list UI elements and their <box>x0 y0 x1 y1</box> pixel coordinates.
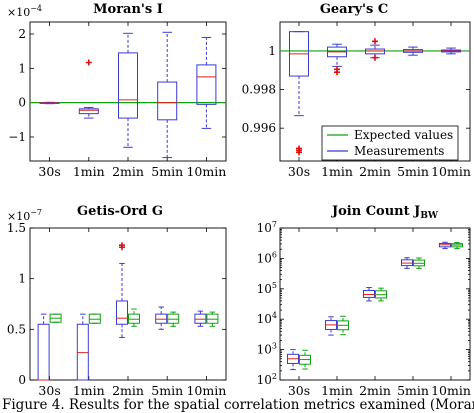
measurement-box <box>196 64 217 105</box>
join-count-title: Join Count JBW <box>331 204 439 221</box>
measurement-box <box>78 108 99 115</box>
x-tick-label: 2min <box>112 383 144 398</box>
panel-join-count: Join Count JBW 102 103 104 105 106 107 30s 1min… <box>257 204 471 398</box>
y-tick-label: 2 <box>18 27 26 41</box>
panel-getis-ord-g: Getis-Ord G ×10−7 0 0.5 1 1.5 30s 1min 2min 5mi… <box>7 204 227 398</box>
x-tick-label: 30s <box>288 164 310 179</box>
x-tick-label: 5min <box>151 383 183 398</box>
measurement-box <box>363 289 375 298</box>
join-count-plot-frame <box>279 227 471 381</box>
measurement-box <box>118 52 138 119</box>
expected-box <box>88 313 101 324</box>
x-tick-label: 10min <box>186 383 226 398</box>
x-tick-label: 2min <box>112 164 144 179</box>
y-tick-label: 102 <box>257 372 277 387</box>
x-tick-label: 1min <box>73 164 105 179</box>
expected-box <box>167 313 180 324</box>
x-tick-label: 10min <box>431 383 471 398</box>
legend-expected-label: Expected values <box>354 128 453 142</box>
y-tick-label: 1.5 <box>7 221 26 235</box>
legend-measurements-label: Measurements <box>354 144 444 158</box>
measurement-box <box>116 300 128 325</box>
outlier-marker <box>372 54 378 61</box>
measurement-box <box>155 313 168 324</box>
getis-ord-g-title: Getis-Ord G <box>77 204 163 219</box>
y-tick-label: 107 <box>257 220 277 235</box>
morans-i-title: Moran's I <box>93 2 163 17</box>
y-tick-label: 0.998 <box>242 83 276 97</box>
gearys-c-plot-area: 0.996 0.998 1 30s 1min 2min 5min 10min <box>242 22 471 179</box>
expected-box <box>206 313 219 324</box>
y-tick-label: 1 <box>18 61 26 75</box>
measurement-box <box>76 323 89 381</box>
x-tick-label: 1min <box>321 164 353 179</box>
gearys-c-title: Geary's C <box>320 2 388 17</box>
y-tick-label: 106 <box>257 250 277 265</box>
measurement-box <box>157 81 178 121</box>
outlier-marker <box>85 59 92 66</box>
x-tick-label: 1min <box>321 383 353 398</box>
panel-morans-i: Moran's I ×10−4 −1 0 1 2 30s 1min 2min 5min 10mi… <box>7 2 227 179</box>
x-tick-label: 10min <box>186 164 226 179</box>
x-tick-label: 2min <box>359 164 391 179</box>
outlier-marker <box>119 244 125 251</box>
x-tick-label: 30s <box>38 383 60 398</box>
y-tick-label: 1 <box>268 44 276 58</box>
x-tick-label: 30s <box>38 164 60 179</box>
x-tick-label: 5min <box>151 164 183 179</box>
y-tick-label: 105 <box>257 281 277 296</box>
x-tick-label: 10min <box>431 164 471 179</box>
measurement-box <box>194 313 207 324</box>
legend-frame <box>321 125 459 161</box>
join-count-plot-area: 102 103 104 105 106 107 30s 1min 2min 5min 10min <box>257 220 471 398</box>
y-tick-label: 0 <box>18 96 26 110</box>
x-tick-label: 30s <box>288 383 310 398</box>
y-tick-label: −1 <box>8 130 26 144</box>
x-tick-label: 2min <box>359 383 391 398</box>
morans-i-plot-area: −1 0 1 2 30s 1min 2min 5min 10min <box>8 22 226 179</box>
y-tick-label: 103 <box>257 342 277 357</box>
outlier-marker <box>296 149 302 156</box>
panel-gearys-c: Geary's C 0.996 0.998 1 30s 1min 2min 5min 10mi… <box>242 2 471 179</box>
outlier-marker <box>334 69 340 76</box>
expected-box <box>128 313 140 324</box>
outlier-marker <box>372 38 378 45</box>
y-tick-label: 0 <box>18 373 26 387</box>
x-tick-label: 5min <box>397 164 429 179</box>
y-tick-label: 104 <box>257 311 277 326</box>
legend: Expected values Measurements <box>321 125 459 161</box>
getis-ord-g-scale-factor: ×10−7 <box>7 208 42 223</box>
x-tick-label: 5min <box>397 383 429 398</box>
x-tick-label: 1min <box>73 383 105 398</box>
y-tick-label: 0.5 <box>7 322 26 336</box>
morans-i-scale-factor: ×10−4 <box>7 4 42 19</box>
y-tick-label: 1 <box>18 272 26 286</box>
figure-caption: Figure 4. Results for the spatial correl… <box>2 397 474 413</box>
measurement-box <box>37 323 50 381</box>
getis-ord-g-plot-area: 0 0.5 1 1.5 30s 1min 2min 5min 10min <box>7 221 226 398</box>
y-tick-label: 0.996 <box>242 121 276 135</box>
